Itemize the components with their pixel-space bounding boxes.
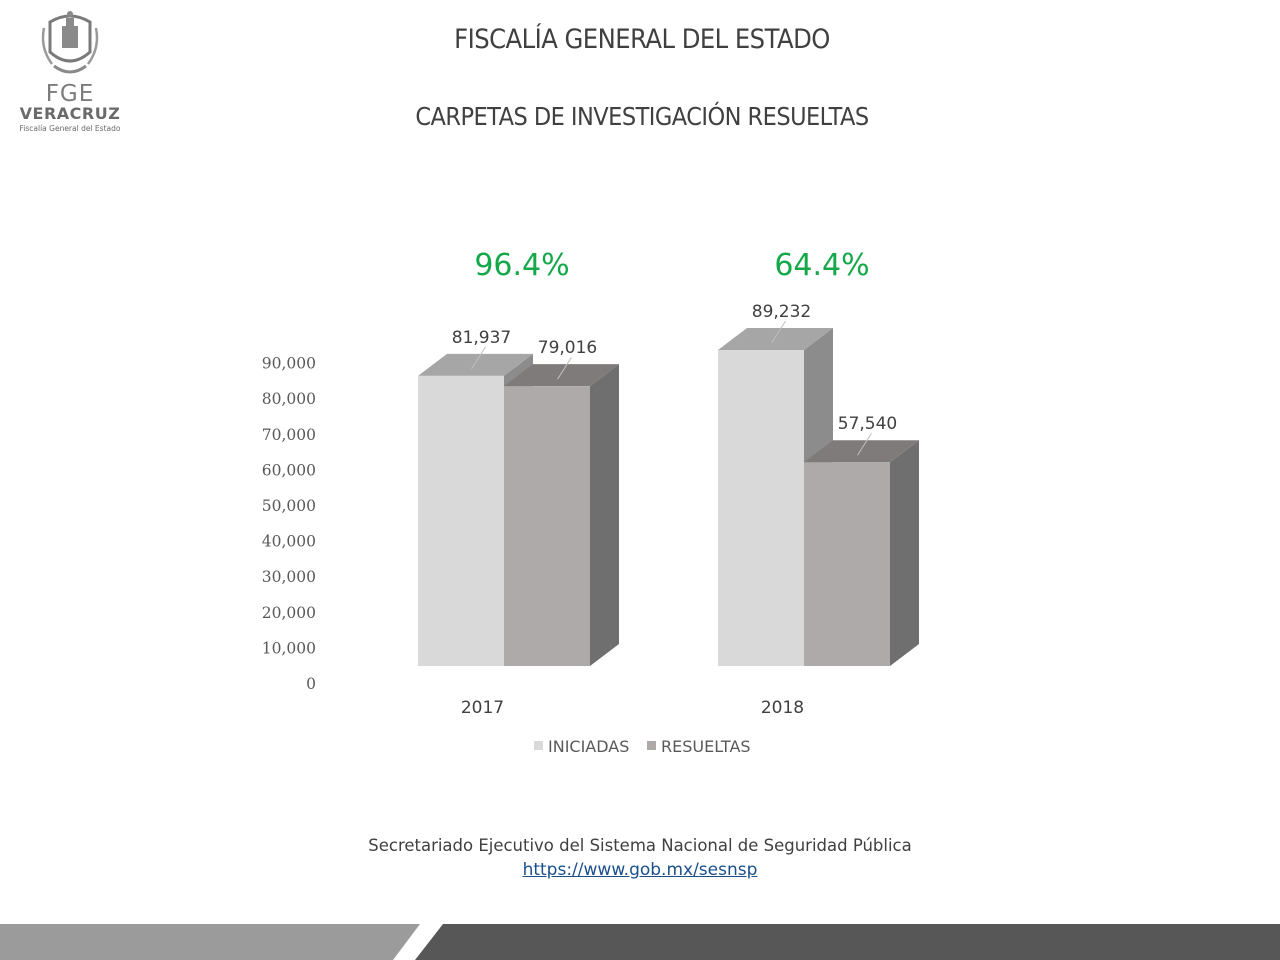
legend-label: INICIADAS (548, 737, 629, 756)
bar-side-resueltas (590, 364, 619, 666)
logo-subtitle: Fiscalía General del Estado (19, 124, 121, 133)
data-label-leader (471, 346, 486, 370)
source-link-container: https://www.gob.mx/sesnsp (0, 860, 1280, 880)
y-tick-label: 90,000 (262, 355, 316, 373)
y-tick-label: 60,000 (262, 461, 316, 479)
data-label: 81,937 (452, 328, 511, 348)
bar-top-iniciadas (718, 328, 833, 350)
x-tick-label: 2018 (761, 698, 804, 718)
data-label: 57,540 (838, 414, 897, 434)
bar-top-resueltas (504, 364, 619, 387)
legend-swatch (647, 741, 656, 750)
bar-resueltas-2017 (504, 386, 590, 666)
legend-swatch (534, 741, 543, 750)
y-tick-label: 80,000 (262, 390, 316, 408)
group-percentage-annotation: 96.4% (474, 248, 569, 283)
legend-label: RESUELTAS (661, 737, 751, 756)
page-subtitle: CARPETAS DE INVESTIGACIÓN RESUELTAS (415, 102, 869, 131)
bar-top-resueltas (804, 440, 919, 463)
data-label-leader (557, 356, 572, 380)
y-tick-label: 20,000 (262, 604, 316, 622)
x-tick-label: 2017 (461, 698, 504, 718)
bar-iniciadas-2017 (418, 375, 504, 666)
bar-side-resueltas (890, 440, 919, 666)
logo-acronym: FGE (45, 81, 95, 107)
y-tick-label: 50,000 (262, 497, 316, 515)
bar-chart: 0 10,000 20,000 30,000 40,000 50,000 60,000 70,… (262, 248, 919, 756)
y-tick-label: 30,000 (262, 568, 316, 586)
data-label-leader (857, 432, 872, 456)
data-label: 79,016 (538, 338, 597, 358)
source-text: Secretariado Ejecutivo del Sistema Nacio… (368, 836, 912, 856)
data-label-leader (771, 320, 786, 344)
y-tick-label: 10,000 (262, 639, 316, 657)
bar-resueltas-2018 (804, 462, 890, 666)
coat-of-arms-icon (41, 11, 99, 74)
page-title: FISCALÍA GENERAL DEL ESTADO (454, 24, 830, 55)
group-percentage-annotation: 64.4% (774, 248, 869, 283)
bar-iniciadas-2018 (718, 350, 804, 666)
y-tick-label: 70,000 (262, 426, 316, 444)
fge-veracruz-logo: FGE VERACRUZ Fiscalía General del Estado (14, 8, 126, 133)
bar-top-iniciadas (418, 353, 533, 376)
footer-band (0, 924, 1280, 960)
source-link[interactable]: https://www.gob.mx/sesnsp (522, 860, 758, 880)
y-tick-label: 40,000 (262, 533, 316, 551)
logo-state: VERACRUZ (19, 104, 121, 123)
data-label: 89,232 (752, 302, 811, 322)
y-tick-label: 0 (306, 675, 316, 693)
